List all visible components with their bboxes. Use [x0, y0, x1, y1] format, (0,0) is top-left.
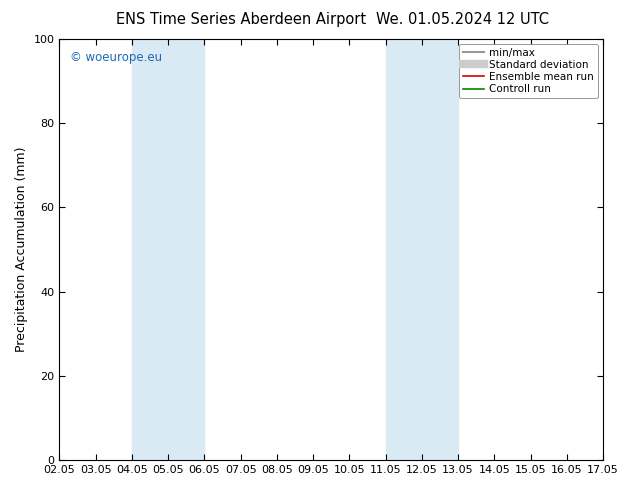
Text: We. 01.05.2024 12 UTC: We. 01.05.2024 12 UTC [377, 12, 549, 27]
Y-axis label: Precipitation Accumulation (mm): Precipitation Accumulation (mm) [15, 147, 28, 352]
Legend: min/max, Standard deviation, Ensemble mean run, Controll run: min/max, Standard deviation, Ensemble me… [459, 44, 598, 98]
Bar [132, 39, 204, 460]
Text: © woeurope.eu: © woeurope.eu [70, 51, 162, 64]
Bar [385, 39, 458, 460]
Text: ENS Time Series Aberdeen Airport: ENS Time Series Aberdeen Airport [116, 12, 366, 27]
